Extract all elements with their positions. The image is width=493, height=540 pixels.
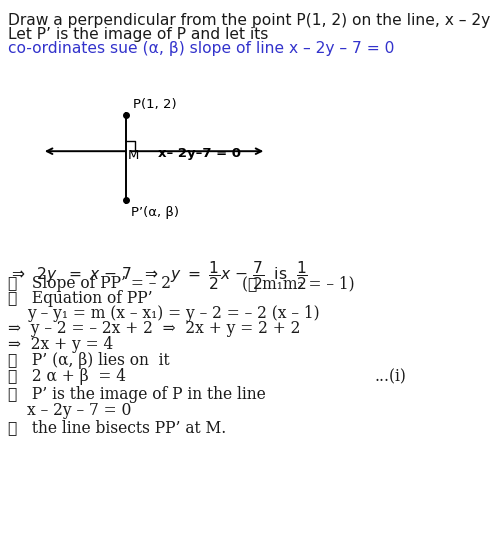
Text: ∴   P’ is the image of P in the line: ∴ P’ is the image of P in the line (8, 386, 266, 402)
Text: ∴   2 α + β  = 4: ∴ 2 α + β = 4 (8, 368, 126, 385)
Text: Let P’ is the image of P and let its: Let P’ is the image of P and let its (8, 27, 268, 42)
Text: ∴   P’ (α, β) lies on  it: ∴ P’ (α, β) lies on it (8, 352, 170, 369)
Text: $\Rightarrow$  2$y$  $=$ $x$ $-$ 7  $\Rightarrow$  $y$ $=$ $\dfrac{1}{2}$$x$ $-$: $\Rightarrow$ 2$y$ $=$ $x$ $-$ 7 $\Right… (8, 259, 308, 292)
Text: ⇒  2x + y = 4: ⇒ 2x + y = 4 (8, 336, 113, 353)
Text: ∴   Equation of PP’: ∴ Equation of PP’ (8, 290, 152, 307)
Text: M: M (128, 149, 140, 162)
Text: x – 2y – 7 = 0: x – 2y – 7 = 0 (27, 402, 132, 418)
Text: P(1, 2): P(1, 2) (133, 98, 176, 111)
Text: ...(i): ...(i) (375, 368, 407, 385)
Text: (∵ m₁m₂ = – 1): (∵ m₁m₂ = – 1) (242, 275, 354, 292)
Text: ⇒  y – 2 = – 2x + 2  ⇒  2x + y = 2 + 2: ⇒ y – 2 = – 2x + 2 ⇒ 2x + y = 2 + 2 (8, 320, 300, 336)
Text: ∴   the line bisects PP’ at M.: ∴ the line bisects PP’ at M. (8, 419, 226, 436)
Text: x– 2y–7 = 0: x– 2y–7 = 0 (158, 147, 241, 160)
Text: P’(α, β): P’(α, β) (131, 206, 178, 219)
Text: ∴   Slope of PP’ = – 2: ∴ Slope of PP’ = – 2 (8, 275, 171, 292)
Text: y – y₁ = m (x – x₁) = y – 2 = – 2 (x – 1): y – y₁ = m (x – x₁) = y – 2 = – 2 (x – 1… (27, 305, 320, 321)
Text: Draw a perpendicular from the point P(1, 2) on the line, x – 2y – 7 = 0: Draw a perpendicular from the point P(1,… (8, 14, 493, 29)
Text: co-ordinates sue (α, β) slope of line x – 2y – 7 = 0: co-ordinates sue (α, β) slope of line x … (8, 40, 394, 56)
